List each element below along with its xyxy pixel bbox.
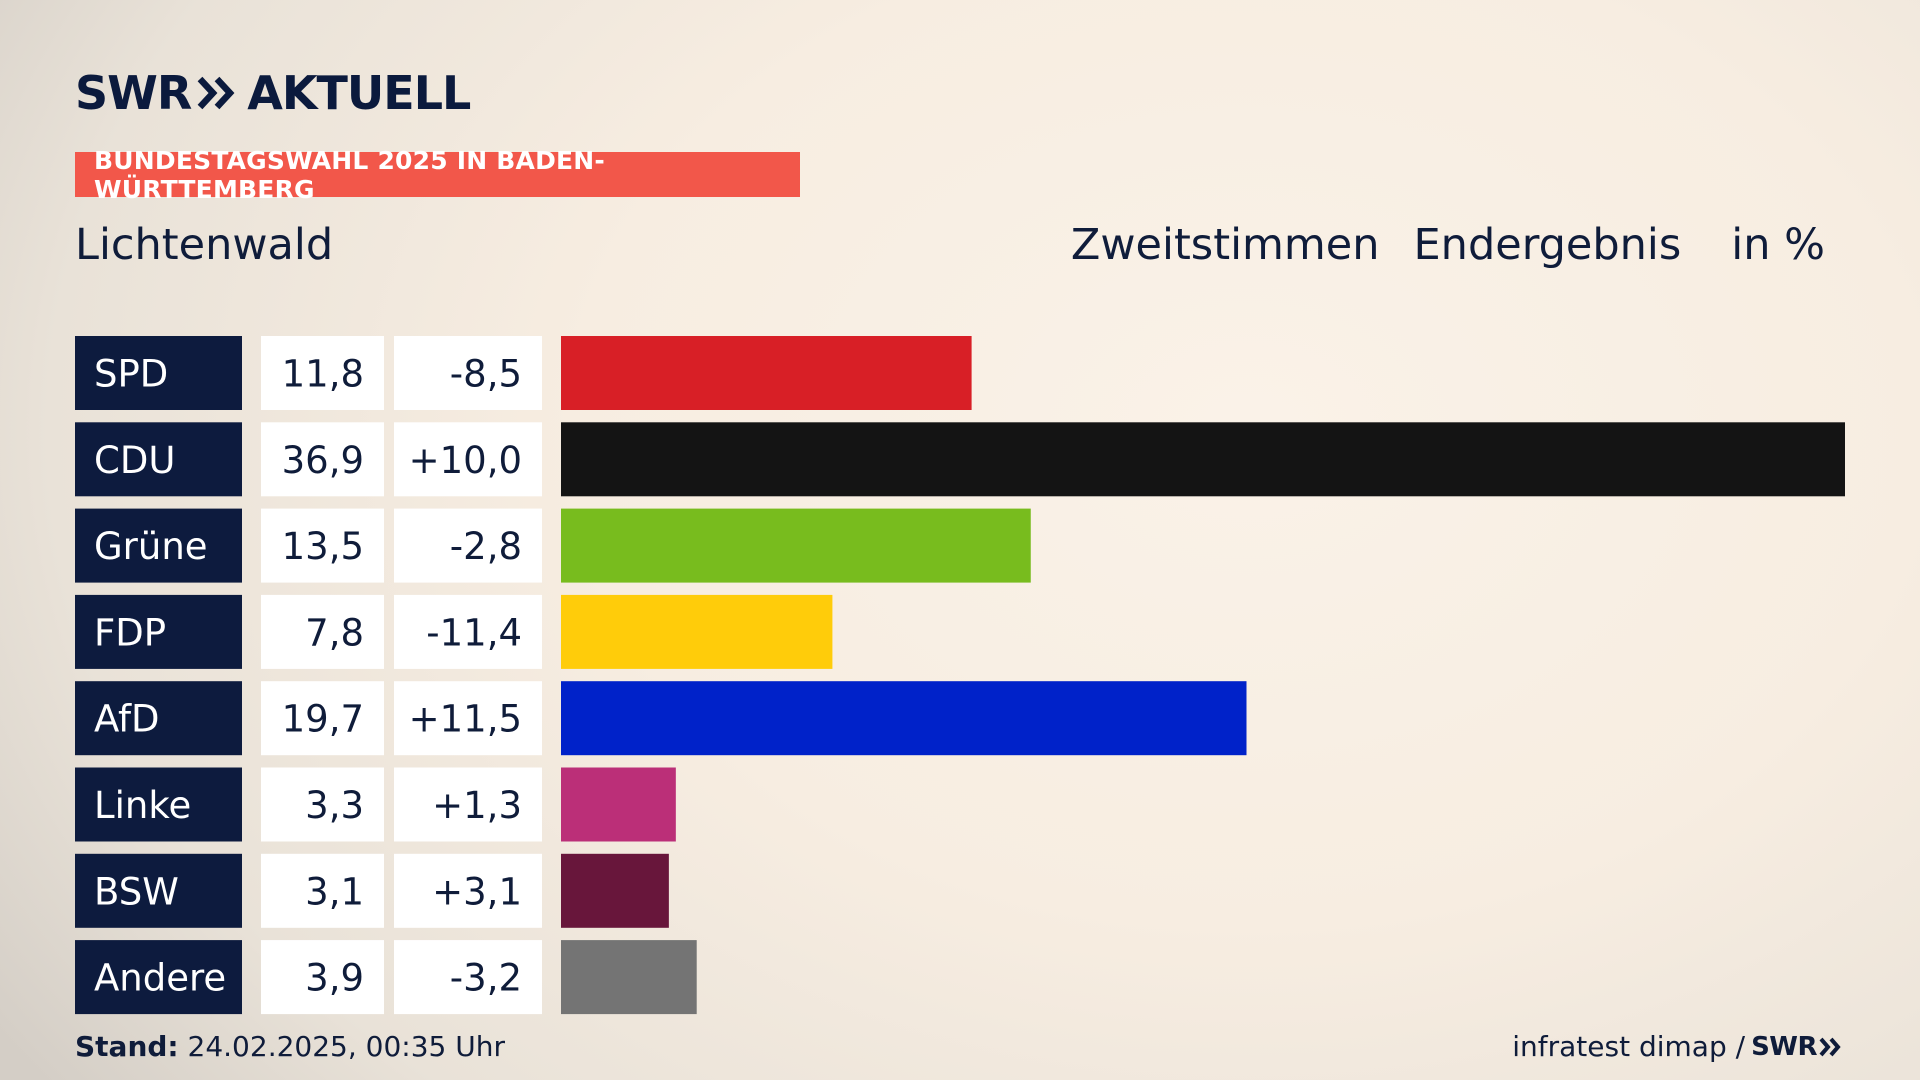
value-cell bbox=[261, 508, 384, 583]
value-label: 36,9 bbox=[282, 439, 364, 482]
party-label-box bbox=[75, 767, 242, 842]
region-title: Lichtenwald bbox=[75, 220, 334, 270]
diff-cell bbox=[394, 853, 542, 928]
value-cell bbox=[261, 422, 384, 497]
bar bbox=[561, 767, 676, 842]
vote-type-label: Zweitstimmen bbox=[1070, 220, 1380, 270]
logo-swr-text: SWR bbox=[75, 66, 192, 120]
value-label: 13,5 bbox=[282, 525, 364, 568]
diff-label: +11,5 bbox=[409, 698, 522, 741]
source-credit: infratest dimap / SWR bbox=[1512, 1030, 1843, 1063]
party-label: SPD bbox=[94, 353, 168, 396]
chart-meta-header: Zweitstimmen Endergebnis in % bbox=[1071, 220, 1825, 270]
party-label: AfD bbox=[94, 698, 160, 741]
unit-label: in % bbox=[1731, 220, 1825, 270]
value-label: 11,8 bbox=[282, 353, 364, 396]
party-label: Andere bbox=[94, 957, 226, 1000]
swr-aktuell-logo: SWR AKTUELL bbox=[75, 66, 471, 120]
diff-cell bbox=[394, 681, 542, 756]
value-cell bbox=[261, 681, 384, 756]
diff-label: +3,1 bbox=[432, 870, 522, 913]
value-cell bbox=[261, 853, 384, 928]
party-label-box bbox=[75, 853, 242, 928]
diff-label: +1,3 bbox=[432, 784, 522, 827]
diff-cell bbox=[394, 336, 542, 410]
party-label: CDU bbox=[94, 439, 175, 482]
party-label: Linke bbox=[94, 784, 191, 827]
footer-swr-logo: SWR bbox=[1751, 1032, 1843, 1062]
party-label: BSW bbox=[94, 870, 179, 913]
diff-cell bbox=[394, 422, 542, 497]
stand-label: Stand: bbox=[75, 1030, 179, 1063]
footer-chevron-icon bbox=[1819, 1037, 1841, 1056]
bar bbox=[561, 940, 697, 1015]
party-label: FDP bbox=[94, 611, 166, 654]
diff-label: -3,2 bbox=[450, 957, 522, 1000]
value-label: 7,8 bbox=[305, 611, 364, 654]
value-cell bbox=[261, 594, 384, 669]
timestamp: Stand: 24.02.2025, 00:35 Uhr bbox=[75, 1030, 505, 1063]
bar bbox=[561, 508, 1031, 583]
party-label-box bbox=[75, 940, 242, 1015]
diff-cell bbox=[394, 940, 542, 1015]
logo-aktuell-text: AKTUELL bbox=[247, 66, 471, 120]
diff-label: -8,5 bbox=[450, 353, 522, 396]
source-text: infratest dimap / bbox=[1512, 1030, 1746, 1063]
party-label: Grüne bbox=[94, 525, 208, 568]
diff-label: -11,4 bbox=[426, 611, 522, 654]
bar bbox=[561, 594, 833, 669]
stand-value: 24.02.2025, 00:35 Uhr bbox=[187, 1030, 505, 1063]
party-label-box bbox=[75, 508, 242, 583]
value-label: 3,9 bbox=[305, 957, 364, 1000]
value-label: 19,7 bbox=[282, 698, 364, 741]
result-status-label: Endergebnis bbox=[1413, 220, 1682, 270]
bar bbox=[561, 422, 1845, 497]
value-label: 3,1 bbox=[305, 870, 364, 913]
diff-label: -2,8 bbox=[450, 525, 522, 568]
bar bbox=[561, 681, 1247, 756]
value-cell bbox=[261, 767, 384, 842]
value-cell bbox=[261, 940, 384, 1015]
party-label-box bbox=[75, 422, 242, 497]
diff-cell bbox=[394, 594, 542, 669]
bar bbox=[561, 853, 669, 928]
party-label-box bbox=[75, 336, 242, 410]
footer-logo-text: SWR bbox=[1751, 1031, 1817, 1062]
diff-cell bbox=[394, 767, 542, 842]
bar bbox=[561, 336, 972, 410]
value-cell bbox=[261, 336, 384, 410]
party-label-box bbox=[75, 594, 242, 669]
value-label: 3,3 bbox=[305, 784, 364, 827]
diff-cell bbox=[394, 508, 542, 583]
double-chevron-icon bbox=[197, 76, 239, 110]
diff-label: +10,0 bbox=[409, 439, 522, 482]
election-kicker-badge: BUNDESTAGSWAHL 2025 IN BADEN-WÜRTTEMBERG bbox=[75, 146, 800, 204]
party-label-box bbox=[75, 681, 242, 756]
